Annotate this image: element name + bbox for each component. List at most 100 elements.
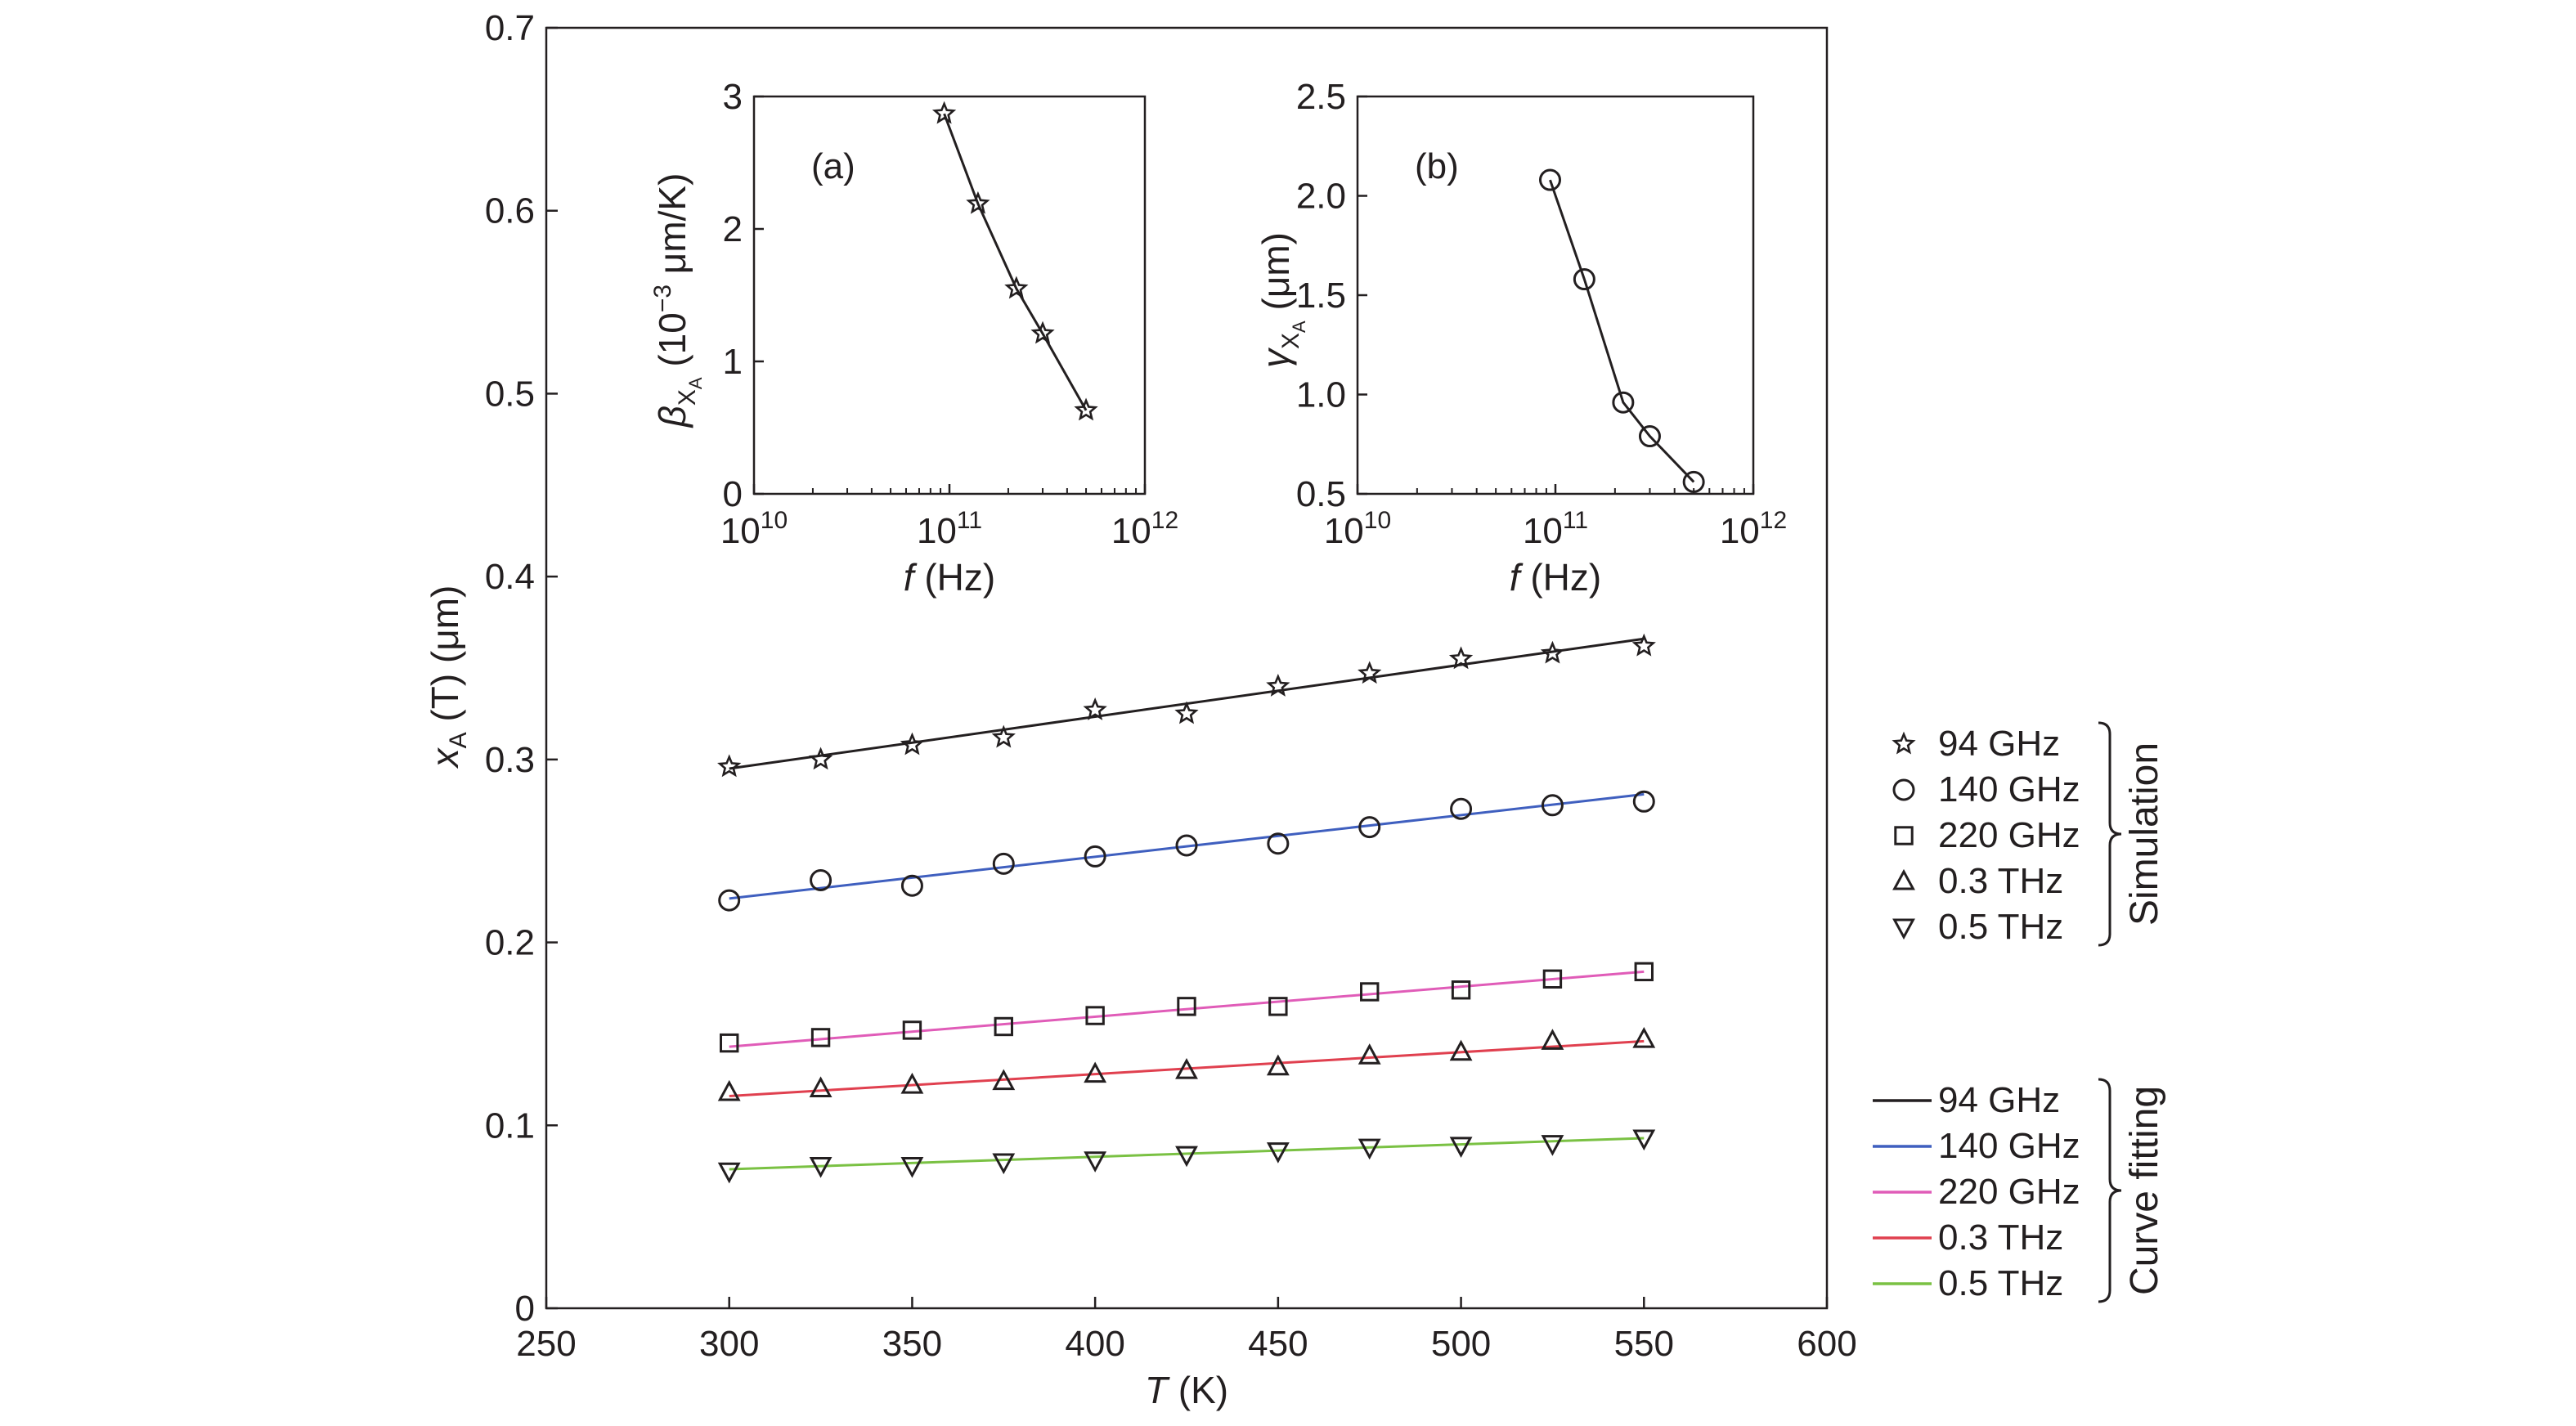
data-point bbox=[1538, 168, 1561, 191]
data-point bbox=[1083, 697, 1107, 720]
data-point bbox=[1267, 832, 1290, 855]
data-point bbox=[1030, 321, 1055, 344]
y-axis-sub: X bbox=[674, 389, 701, 406]
y-axis-subsub: A bbox=[1289, 321, 1309, 333]
data-point bbox=[1612, 391, 1635, 414]
series-4 bbox=[717, 1129, 1656, 1184]
legend-sim-marker bbox=[1892, 868, 1915, 890]
data-point bbox=[1541, 794, 1564, 817]
series-0 bbox=[717, 633, 1656, 778]
x-axis-label: T (K) bbox=[1145, 1369, 1228, 1411]
y-tick-label: 0.1 bbox=[485, 1105, 535, 1146]
series-line bbox=[943, 113, 1088, 411]
legend-sim-marker bbox=[1894, 826, 1914, 845]
x-axis-unit: (Hz) bbox=[914, 556, 996, 599]
y-tick-label: 1.5 bbox=[1296, 276, 1346, 316]
data-point bbox=[966, 191, 990, 214]
x-tick-exponent: 10 bbox=[761, 507, 788, 534]
x-tick-label: 500 bbox=[1431, 1324, 1491, 1364]
data-point bbox=[900, 1157, 924, 1178]
y-tick-label: 1.0 bbox=[1296, 375, 1346, 415]
y-axis-rest: (μm) bbox=[1254, 232, 1297, 321]
plot-frame bbox=[545, 26, 1829, 1310]
y-tick-label: 0.6 bbox=[485, 191, 535, 231]
data-point bbox=[900, 732, 925, 756]
x-tick-label: 250 bbox=[516, 1324, 576, 1364]
data-point bbox=[902, 1020, 922, 1040]
x-axis-var: T bbox=[1145, 1369, 1170, 1411]
y-tick-label: 0.5 bbox=[1296, 474, 1346, 514]
x-tick-exponent: 10 bbox=[1364, 507, 1391, 534]
data-point bbox=[1358, 1138, 1381, 1160]
legend-sim-label: 0.5 THz bbox=[1938, 907, 2063, 947]
data-point bbox=[1449, 1039, 1473, 1061]
y-axis-sub: X bbox=[1277, 333, 1304, 349]
y-axis-var: x bbox=[424, 747, 466, 769]
legend-fit-label: 94 GHz bbox=[1938, 1080, 2060, 1120]
data-point bbox=[1177, 997, 1196, 1016]
data-point bbox=[1358, 816, 1381, 839]
y-tick-label: 0.7 bbox=[485, 8, 535, 48]
data-point bbox=[1634, 962, 1654, 982]
x-tick-base: 10 bbox=[1720, 511, 1760, 551]
y-tick-label: 1 bbox=[723, 342, 743, 382]
data-point bbox=[809, 1076, 832, 1098]
data-point bbox=[994, 1016, 1013, 1037]
series-line bbox=[1549, 179, 1695, 483]
data-point bbox=[931, 101, 957, 124]
y-axis-var: γ bbox=[1254, 347, 1297, 368]
y-tick-label: 0.5 bbox=[485, 374, 535, 414]
y-tick-label: 2 bbox=[723, 209, 743, 249]
data-point bbox=[1084, 1061, 1107, 1083]
x-tick-label: 350 bbox=[882, 1324, 942, 1364]
x-tick-base: 10 bbox=[1111, 511, 1151, 551]
data-point bbox=[1268, 997, 1288, 1016]
x-axis-unit: (Hz) bbox=[1520, 556, 1602, 599]
data-point bbox=[1682, 470, 1705, 493]
data-point bbox=[1631, 633, 1656, 657]
data-point bbox=[1084, 1151, 1107, 1173]
y-tick-label: 2.0 bbox=[1296, 177, 1346, 217]
series-1 bbox=[718, 790, 1655, 912]
legend-sim-label: 220 GHz bbox=[1938, 815, 2080, 855]
data-point bbox=[1004, 276, 1029, 299]
data-point bbox=[900, 874, 923, 897]
data-point bbox=[717, 754, 742, 778]
legend-fit-label: 220 GHz bbox=[1938, 1172, 2080, 1212]
legend-fit-label: 140 GHz bbox=[1938, 1126, 2080, 1166]
x-tick-label: 1010 bbox=[1324, 507, 1391, 551]
x-tick-label: 600 bbox=[1797, 1324, 1856, 1364]
data-point bbox=[1084, 845, 1106, 868]
legend-sim-brace bbox=[2098, 721, 2122, 947]
data-point bbox=[1451, 980, 1471, 1000]
data-point bbox=[1358, 661, 1382, 684]
x-tick-base: 10 bbox=[1324, 511, 1364, 551]
panel-label: (a) bbox=[811, 146, 855, 186]
data-point bbox=[1174, 701, 1199, 724]
data-point bbox=[1541, 1135, 1564, 1156]
data-point bbox=[1632, 1129, 1656, 1151]
data-point bbox=[718, 889, 741, 912]
y-axis-rest2: μm/K) bbox=[651, 173, 693, 285]
x-tick-exponent: 11 bbox=[1563, 507, 1588, 534]
y-tick-label: 0.3 bbox=[485, 740, 535, 780]
data-point bbox=[1540, 640, 1565, 664]
data-point bbox=[809, 1157, 832, 1178]
fit-line bbox=[729, 970, 1645, 1048]
x-axis-label: f (Hz) bbox=[904, 556, 995, 599]
data-point bbox=[1632, 790, 1655, 813]
data-point bbox=[1266, 673, 1290, 697]
legend-fit-brace bbox=[2098, 1078, 2122, 1303]
x-tick-label: 1010 bbox=[720, 507, 788, 551]
y-axis-label: γXA (μm) bbox=[1254, 232, 1309, 368]
data-point bbox=[1448, 646, 1474, 670]
y-axis-rest: (T) (μm) bbox=[424, 585, 466, 733]
x-tick-label: 400 bbox=[1065, 1324, 1124, 1364]
data-point bbox=[717, 1079, 741, 1101]
x-tick-label: 450 bbox=[1248, 1324, 1308, 1364]
main-chart: 250 300 350 400 450 500 550 600 0 0.1 0.2 0.3 0.4 0.5… bbox=[424, 8, 1857, 1411]
x-tick-label: 1012 bbox=[1720, 507, 1787, 551]
x-tick-label: 1012 bbox=[1111, 507, 1178, 551]
